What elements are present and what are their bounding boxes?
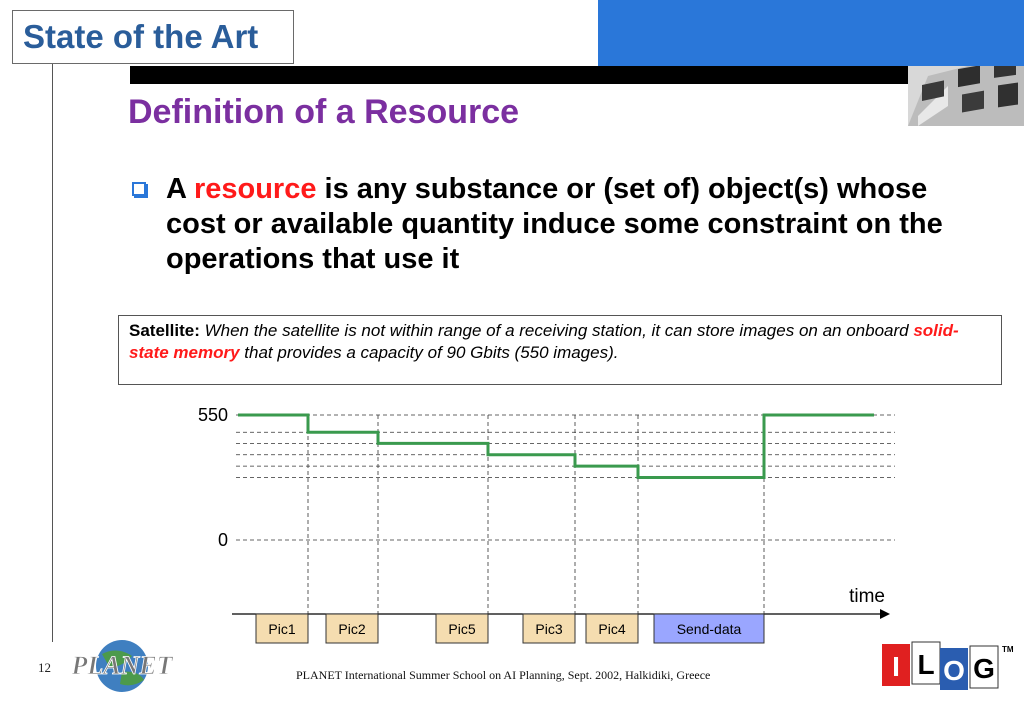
- time-axis-arrow-icon: [880, 609, 890, 619]
- page-number: 12: [38, 660, 51, 675]
- ilog-letter-o: O: [943, 655, 965, 686]
- ilog-logo: I L O G TM: [882, 641, 1014, 690]
- grid-lines: [236, 414, 895, 541]
- example-highlight: solid-state memory: [129, 321, 959, 362]
- slide-title: Definition of a Resource: [128, 93, 520, 131]
- task-box: [585, 613, 639, 644]
- ilog-letter-i: I: [892, 651, 900, 682]
- square-bullet-icon: [132, 182, 148, 198]
- ilog-letter-g: G: [973, 653, 995, 684]
- example-box: Satellite: When the satellite is not wit…: [118, 315, 1002, 385]
- task-label: Pic5: [448, 621, 475, 637]
- task-label: Pic3: [535, 621, 562, 637]
- task-box: [325, 613, 379, 644]
- left-rule: [52, 64, 53, 642]
- section-title: State of the Art: [12, 10, 294, 64]
- task-boxes: Pic1 Pic2 Pic5 Pic3 Pic4 Send-data: [255, 613, 765, 644]
- example-text-1: When the satellite is not within range o…: [199, 321, 914, 340]
- bullet-pre: A: [166, 173, 194, 205]
- bullet-post: is any substance or (set of) object(s) w…: [166, 173, 943, 275]
- task-label: Pic4: [598, 621, 625, 637]
- task-label: Pic2: [338, 621, 365, 637]
- building-photo: [908, 66, 1024, 126]
- task-label: Pic1: [268, 621, 295, 637]
- ytick-550: 550: [198, 405, 228, 425]
- task-boundary-lines: [307, 415, 765, 614]
- task-box: [522, 613, 576, 644]
- bullet-text: A resource is any substance or (set of) …: [166, 172, 982, 277]
- bullet-point: A resource is any substance or (set of) …: [132, 172, 982, 277]
- task-box: [435, 613, 489, 644]
- ilog-tm: TM: [1002, 645, 1014, 654]
- planet-logo: PLANET: [70, 640, 174, 692]
- task-label: Send-data: [677, 621, 742, 637]
- header-blue-panel: [598, 0, 1024, 66]
- task-box: [255, 613, 309, 644]
- x-axis-label: time: [849, 586, 885, 607]
- task-box: [653, 613, 765, 644]
- ytick-0: 0: [218, 530, 228, 550]
- header-black-bar: [130, 66, 970, 84]
- example-text-2: that provides a capacity of 90 Gbits (55…: [239, 343, 619, 362]
- example-label: Satellite:: [129, 321, 200, 340]
- footer-text: PLANET International Summer School on AI…: [296, 668, 711, 682]
- ilog-letter-l: L: [917, 649, 934, 680]
- bullet-highlight: resource: [193, 173, 317, 205]
- capacity-step-line: [238, 413, 874, 479]
- planet-logo-text: PLANET: [70, 651, 173, 680]
